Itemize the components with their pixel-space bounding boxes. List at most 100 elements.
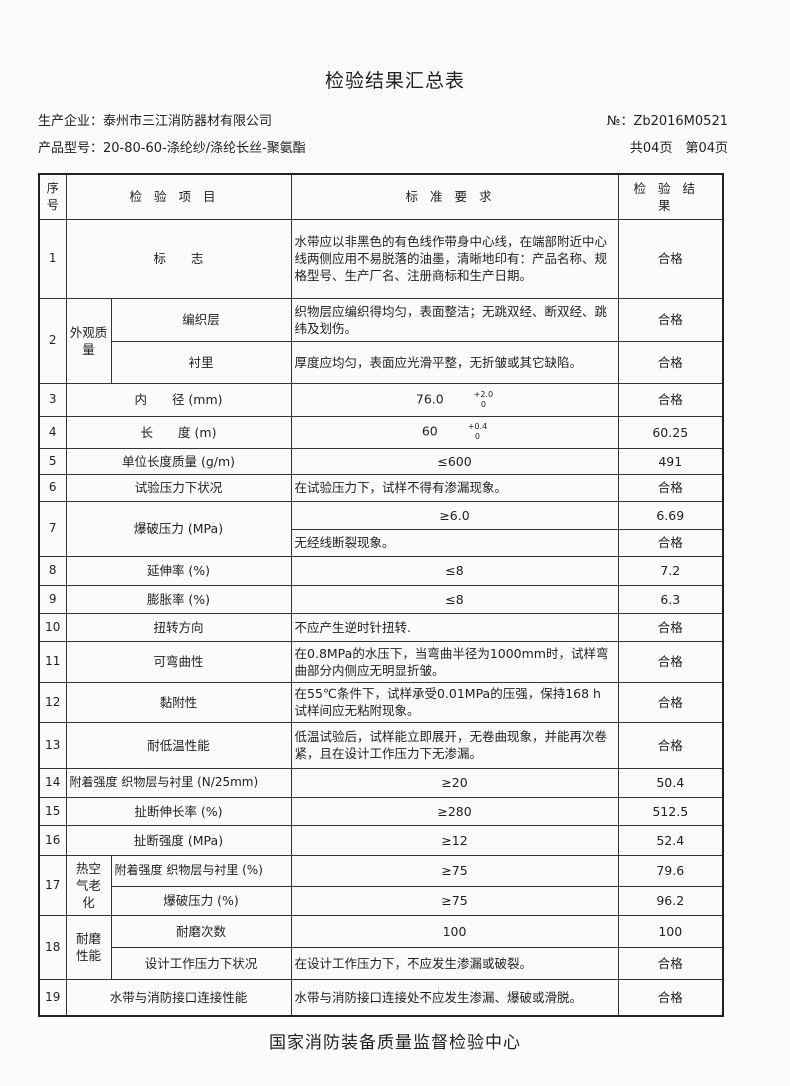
table-row: 设计工作压力下状况 在设计工作压力下，不应发生渗漏或破裂。 合格	[39, 946, 724, 980]
row-standard: ≥12	[290, 824, 619, 856]
row-result: 6.3	[617, 584, 724, 614]
nominal-value: 60	[421, 423, 438, 439]
row-item: 爆破压力 (MPa)	[65, 500, 292, 557]
row-group: 外观质量	[65, 297, 112, 384]
row-result: 合格	[617, 473, 724, 502]
table-row: 无经线断裂现象。 合格	[39, 528, 724, 557]
row-seq: 1	[38, 218, 67, 299]
row-result: 50.4	[617, 767, 724, 798]
row-standard: 水带与消防接口连接处不应发生渗漏、爆破或滑脱。	[290, 978, 619, 1017]
row-standard: ≤8	[290, 584, 619, 614]
row-item: 黏附性	[65, 681, 292, 723]
row-seq: 6	[38, 473, 67, 502]
row-result: 合格	[617, 612, 724, 642]
row-result: 52.4	[617, 824, 724, 856]
table-row: 7 爆破压力 (MPa) ≥6.0 6.69	[38, 500, 724, 557]
row-result: 合格	[617, 382, 724, 417]
manufacturer: 生产企业：泰州市三江消防器材有限公司	[38, 114, 273, 129]
row-standard: ≥6.0	[290, 500, 619, 530]
table-row: 8 延伸率 (%) ≤8 7.2	[38, 555, 724, 586]
row-item: 扯断强度 (MPa)	[65, 824, 292, 856]
row-item: 耐低温性能	[65, 721, 292, 769]
tolerance-upper: +0.4	[467, 422, 488, 431]
row-seq: 14	[38, 767, 67, 798]
row-seq: 12	[38, 681, 67, 723]
issuing-organization: 国家消防装备质量监督检验中心	[269, 1033, 521, 1053]
table-row: 3 内 径 (mm) 76.0 +2.0 0 合格	[38, 382, 724, 417]
row-seq: 8	[38, 555, 67, 586]
row-item: 扯断伸长率 (%)	[65, 796, 292, 826]
row-result: 合格	[617, 218, 724, 299]
row-result: 6.69	[617, 500, 724, 530]
row-result: 60.25	[617, 415, 724, 449]
row-standard: ≥75	[290, 885, 619, 916]
row-seq: 7	[38, 500, 67, 557]
row-result: 512.5	[617, 796, 724, 826]
table-row: 6 试验压力下状况 在试验压力下，试样不得有渗漏现象。 合格	[38, 473, 724, 502]
product-model: 产品型号：20-80-60-涤纶纱/涤纶长丝-聚氨酯	[38, 141, 306, 156]
row-result: 合格	[617, 528, 724, 557]
row-result: 7.2	[617, 555, 724, 586]
row-seq: 17	[38, 854, 67, 916]
row-standard: 76.0 +2.0 0	[290, 382, 619, 417]
row-item: 膨胀率 (%)	[65, 584, 292, 614]
row-standard: ≤600	[290, 447, 619, 475]
row-result: 合格	[617, 978, 724, 1017]
row-standard: ≥20	[290, 767, 619, 798]
table-row: 13 耐低温性能 低温试验后，试样能立即展开，无卷曲现象，并能再次卷紧，且在设计…	[38, 721, 724, 769]
table-row: 19 水带与消防接口连接性能 水带与消防接口连接处不应发生渗漏、爆破或滑脱。 合…	[38, 978, 724, 1017]
row-seq: 13	[38, 721, 67, 769]
table-row: 10 扭转方向 不应产生逆时针扭转. 合格	[38, 612, 724, 642]
table-header: 序号 检验项目 标准要求 检验结果	[38, 173, 724, 220]
document-title: 检验结果汇总表	[324, 70, 465, 92]
header-standard: 标准要求	[290, 173, 619, 220]
table-row: 16 扯断强度 (MPa) ≥12 52.4	[38, 824, 724, 856]
row-item: 水带与消防接口连接性能	[65, 978, 292, 1017]
row-standard: ≥75	[290, 854, 619, 887]
row-item: 设计工作压力下状况	[110, 946, 292, 980]
row-result: 合格	[617, 946, 724, 980]
row-item: 可弯曲性	[65, 640, 292, 683]
row-seq: 9	[38, 584, 67, 614]
row-item: 爆破压力 (%)	[110, 885, 292, 916]
nominal-value: 76.0	[415, 391, 444, 406]
row-standard: 60 +0.4 0	[290, 415, 619, 449]
row-result: 100	[617, 914, 724, 948]
row-item: 衬里	[110, 340, 292, 384]
row-seq: 16	[38, 824, 67, 856]
row-item: 耐磨次数	[110, 914, 292, 948]
row-item: 扭转方向	[65, 612, 292, 642]
row-standard: 在55℃条件下，试样承受0.01MPa的压强，保持168 h 试样间应无粘附现象…	[290, 681, 619, 723]
table-row: 18 耐磨性能 耐磨次数 100 100	[38, 914, 724, 980]
row-result: 合格	[617, 297, 724, 342]
table-row: 17 热空气老化 附着强度 织物层与衬里 (%) ≥75 79.6	[38, 854, 724, 916]
table-row: 12 黏附性 在55℃条件下，试样承受0.01MPa的压强，保持168 h 试样…	[38, 681, 724, 723]
row-result: 491	[617, 447, 724, 475]
row-seq: 18	[38, 914, 67, 980]
row-standard: 无经线断裂现象。	[290, 528, 619, 557]
row-seq: 19	[38, 978, 67, 1017]
row-standard: 低温试验后，试样能立即展开，无卷曲现象，并能再次卷紧，且在设计工作压力下无渗漏。	[290, 721, 619, 769]
table-row: 爆破压力 (%) ≥75 96.2	[39, 885, 724, 916]
row-group: 耐磨性能	[65, 914, 112, 980]
row-item: 单位长度质量 (g/m)	[65, 447, 292, 475]
row-item: 附着强度 织物层与衬里 (N/25mm)	[65, 767, 292, 798]
row-standard: 100	[290, 914, 619, 948]
row-seq: 2	[38, 297, 67, 384]
row-standard: ≥280	[290, 796, 619, 826]
row-seq: 10	[38, 612, 67, 642]
report-number: №：Zb2016M0521	[606, 114, 728, 129]
row-standard: 水带应以非黑色的有色线作带身中心线，在端部附近中心线两侧应用不易脱落的油墨，清晰…	[290, 218, 619, 299]
row-standard: 织物层应编织得均匀，表面整洁；无跳双经、断双经、跳纬及划伤。	[290, 297, 619, 342]
row-result: 合格	[617, 681, 724, 723]
row-result: 合格	[617, 640, 724, 683]
tolerance-lower: 0	[480, 399, 486, 409]
row-seq: 5	[38, 447, 67, 475]
row-item: 编织层	[110, 297, 292, 342]
header-item: 检验项目	[65, 173, 292, 220]
page-count: 共04页 第04页	[629, 141, 728, 156]
row-standard: 在试验压力下，试样不得有渗漏现象。	[290, 473, 619, 502]
table-row: 1 标 志 水带应以非黑色的有色线作带身中心线，在端部附近中心线两侧应用不易脱落…	[38, 218, 724, 299]
row-item: 延伸率 (%)	[65, 555, 292, 586]
header-seq: 序号	[38, 173, 67, 220]
